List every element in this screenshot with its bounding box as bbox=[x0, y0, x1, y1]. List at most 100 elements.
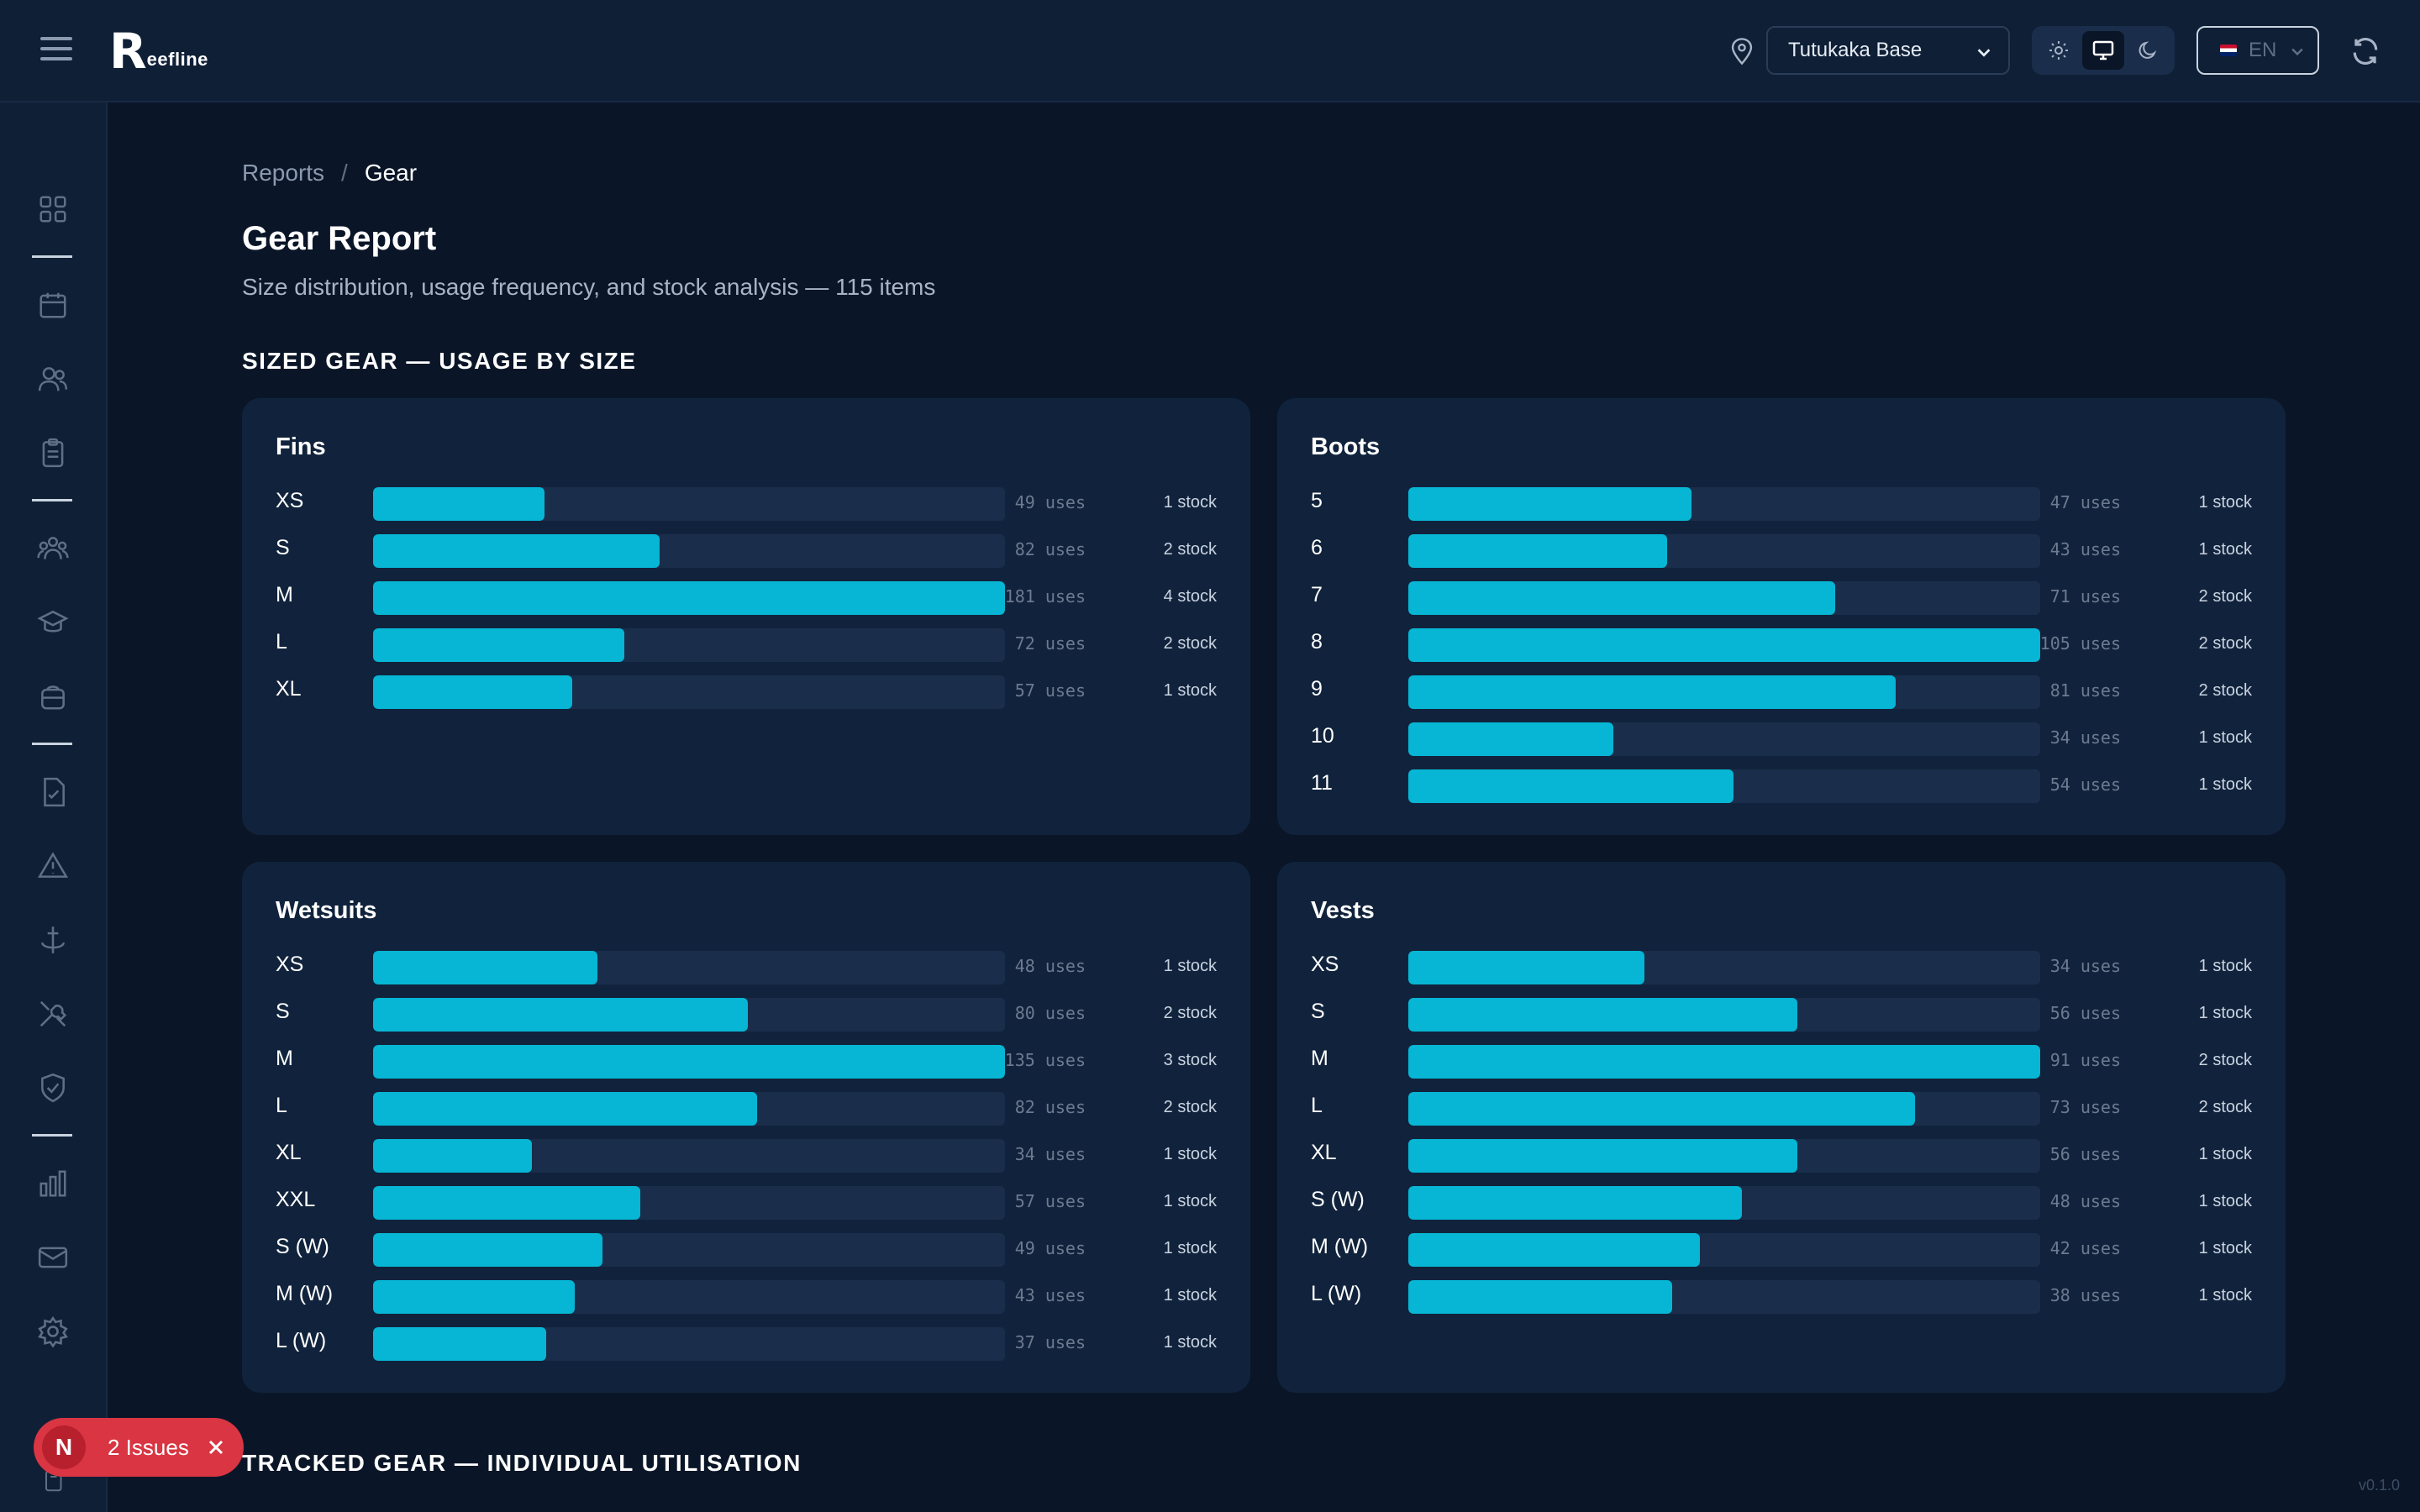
customers-icon[interactable] bbox=[37, 363, 69, 395]
card-title: Boots bbox=[1311, 433, 1381, 460]
maintenance-icon[interactable] bbox=[37, 998, 69, 1030]
stock-count: 2 stock bbox=[2198, 681, 2252, 700]
chevron-down-icon bbox=[2291, 48, 2303, 56]
uses-count: 34 uses bbox=[2049, 727, 2121, 748]
stock-count: 1 stock bbox=[1163, 1145, 1217, 1163]
uses-count: 82 uses bbox=[1014, 539, 1086, 559]
language-value: EN bbox=[2249, 39, 2277, 61]
stock-count: 1 stock bbox=[1163, 1333, 1217, 1352]
stock-count: 2 stock bbox=[2198, 634, 2252, 653]
usage-bar bbox=[373, 1139, 533, 1173]
equipment-icon[interactable] bbox=[37, 680, 69, 712]
usage-bar bbox=[373, 675, 572, 709]
light-theme-button[interactable] bbox=[2038, 31, 2080, 70]
refresh-icon[interactable] bbox=[2349, 35, 2381, 67]
stock-count: 1 stock bbox=[2198, 1192, 2252, 1210]
usage-bar bbox=[1408, 951, 1644, 984]
usage-bar-track bbox=[373, 1280, 1005, 1314]
system-theme-button[interactable] bbox=[2081, 31, 2124, 70]
uses-count: 37 uses bbox=[1014, 1332, 1086, 1352]
usage-bar bbox=[373, 628, 625, 662]
size-label: M (W) bbox=[276, 1282, 334, 1305]
forms-icon[interactable] bbox=[37, 776, 69, 808]
card-title: Vests bbox=[1311, 897, 1375, 924]
uk-flag-icon bbox=[2220, 45, 2237, 56]
usage-bar-track bbox=[1408, 628, 2040, 662]
menu-icon[interactable] bbox=[40, 37, 72, 62]
calendar-icon[interactable] bbox=[37, 289, 69, 321]
courses-icon[interactable] bbox=[37, 606, 69, 638]
issues-label: 2 Issues bbox=[108, 1434, 189, 1460]
card-wetsuits: Wetsuits XS 48 uses 1 stock S 80 uses 2 stock… bbox=[242, 862, 1250, 1393]
usage-bar-track bbox=[373, 951, 1005, 984]
language-select[interactable]: EN bbox=[2196, 26, 2319, 75]
dark-theme-button[interactable] bbox=[2127, 31, 2169, 70]
location-pin-icon bbox=[1731, 38, 1753, 66]
size-row: L 73 uses 2 stock bbox=[1311, 1084, 2252, 1131]
size-label: XS bbox=[1311, 953, 1339, 976]
card-title: Wetsuits bbox=[276, 897, 377, 924]
size-row: 5 47 uses 1 stock bbox=[1311, 479, 2252, 526]
compliance-icon[interactable] bbox=[37, 1072, 69, 1104]
card-vests: Vests XS 34 uses 1 stock S 56 uses 1 stock M 91… bbox=[1277, 862, 2286, 1393]
size-label: 8 bbox=[1311, 630, 1323, 654]
uses-count: 71 uses bbox=[2049, 586, 2121, 606]
page-title: Gear Report bbox=[242, 220, 437, 257]
size-label: 5 bbox=[1311, 489, 1323, 512]
messages-icon[interactable] bbox=[37, 1242, 69, 1273]
size-row: M 181 uses 4 stock bbox=[276, 573, 1217, 620]
size-label: XL bbox=[276, 677, 302, 701]
usage-bar-track bbox=[373, 1186, 1005, 1220]
chevron-down-icon bbox=[1977, 49, 1991, 57]
bookings-icon[interactable] bbox=[37, 437, 69, 469]
dashboard-icon[interactable] bbox=[37, 193, 69, 225]
usage-bar bbox=[1408, 1280, 1673, 1314]
uses-count: 73 uses bbox=[2049, 1097, 2121, 1117]
uses-count: 56 uses bbox=[2049, 1144, 2121, 1164]
stock-count: 4 stock bbox=[1163, 587, 1217, 606]
usage-bar-track bbox=[1408, 1139, 2040, 1173]
size-label: 9 bbox=[1311, 677, 1323, 701]
usage-bar bbox=[373, 487, 544, 521]
reports-icon[interactable] bbox=[37, 1168, 69, 1200]
breadcrumb-separator: / bbox=[341, 160, 348, 186]
moon-icon bbox=[2139, 41, 2156, 59]
card-boots: Boots 5 47 uses 1 stock 6 43 uses 1 stock 7 71 … bbox=[1277, 398, 2286, 835]
size-label: XXL bbox=[276, 1188, 316, 1211]
usage-bar bbox=[1408, 769, 1733, 803]
uses-count: 72 uses bbox=[1014, 633, 1086, 654]
close-icon[interactable] bbox=[206, 1437, 226, 1457]
card-fins: Fins XS 49 uses 1 stock S 82 uses 2 stock M 181… bbox=[242, 398, 1250, 835]
uses-count: 38 uses bbox=[2049, 1285, 2121, 1305]
usage-bar-track bbox=[373, 628, 1005, 662]
usage-bar bbox=[1408, 534, 1667, 568]
logo-mark: R bbox=[109, 23, 147, 80]
size-label: M bbox=[276, 583, 293, 606]
stock-count: 1 stock bbox=[2198, 1145, 2252, 1163]
stock-count: 2 stock bbox=[1163, 540, 1217, 559]
stock-count: 3 stock bbox=[1163, 1051, 1217, 1069]
uses-count: 42 uses bbox=[2049, 1238, 2121, 1258]
size-row: 8 105 uses 2 stock bbox=[1311, 620, 2252, 667]
uses-count: 80 uses bbox=[1014, 1003, 1086, 1023]
usage-bar-track bbox=[373, 1045, 1005, 1079]
incidents-icon[interactable] bbox=[37, 850, 69, 882]
breadcrumb-reports-link[interactable]: Reports bbox=[242, 160, 325, 186]
size-label: L bbox=[1311, 1094, 1323, 1117]
boats-icon[interactable] bbox=[37, 924, 69, 956]
staff-icon[interactable] bbox=[37, 533, 69, 564]
stock-count: 1 stock bbox=[2198, 728, 2252, 747]
uses-count: 43 uses bbox=[2049, 539, 2121, 559]
settings-icon[interactable] bbox=[37, 1315, 69, 1347]
stock-count: 1 stock bbox=[1163, 1192, 1217, 1210]
size-row: M (W) 42 uses 1 stock bbox=[1311, 1225, 2252, 1272]
size-rows: XS 48 uses 1 stock S 80 uses 2 stock M 135 uses… bbox=[276, 942, 1217, 1366]
issues-indicator[interactable]: N 2 Issues bbox=[34, 1418, 244, 1477]
monitor-icon bbox=[2092, 40, 2114, 60]
location-value: Tutukaka Base bbox=[1788, 39, 1923, 61]
stock-count: 1 stock bbox=[2198, 1286, 2252, 1305]
page-subtitle: Size distribution, usage frequency, and … bbox=[242, 274, 936, 300]
sun-icon bbox=[2049, 41, 2069, 60]
location-select[interactable]: Tutukaka Base bbox=[1766, 26, 2010, 75]
logo[interactable]: R eefline bbox=[109, 25, 208, 76]
